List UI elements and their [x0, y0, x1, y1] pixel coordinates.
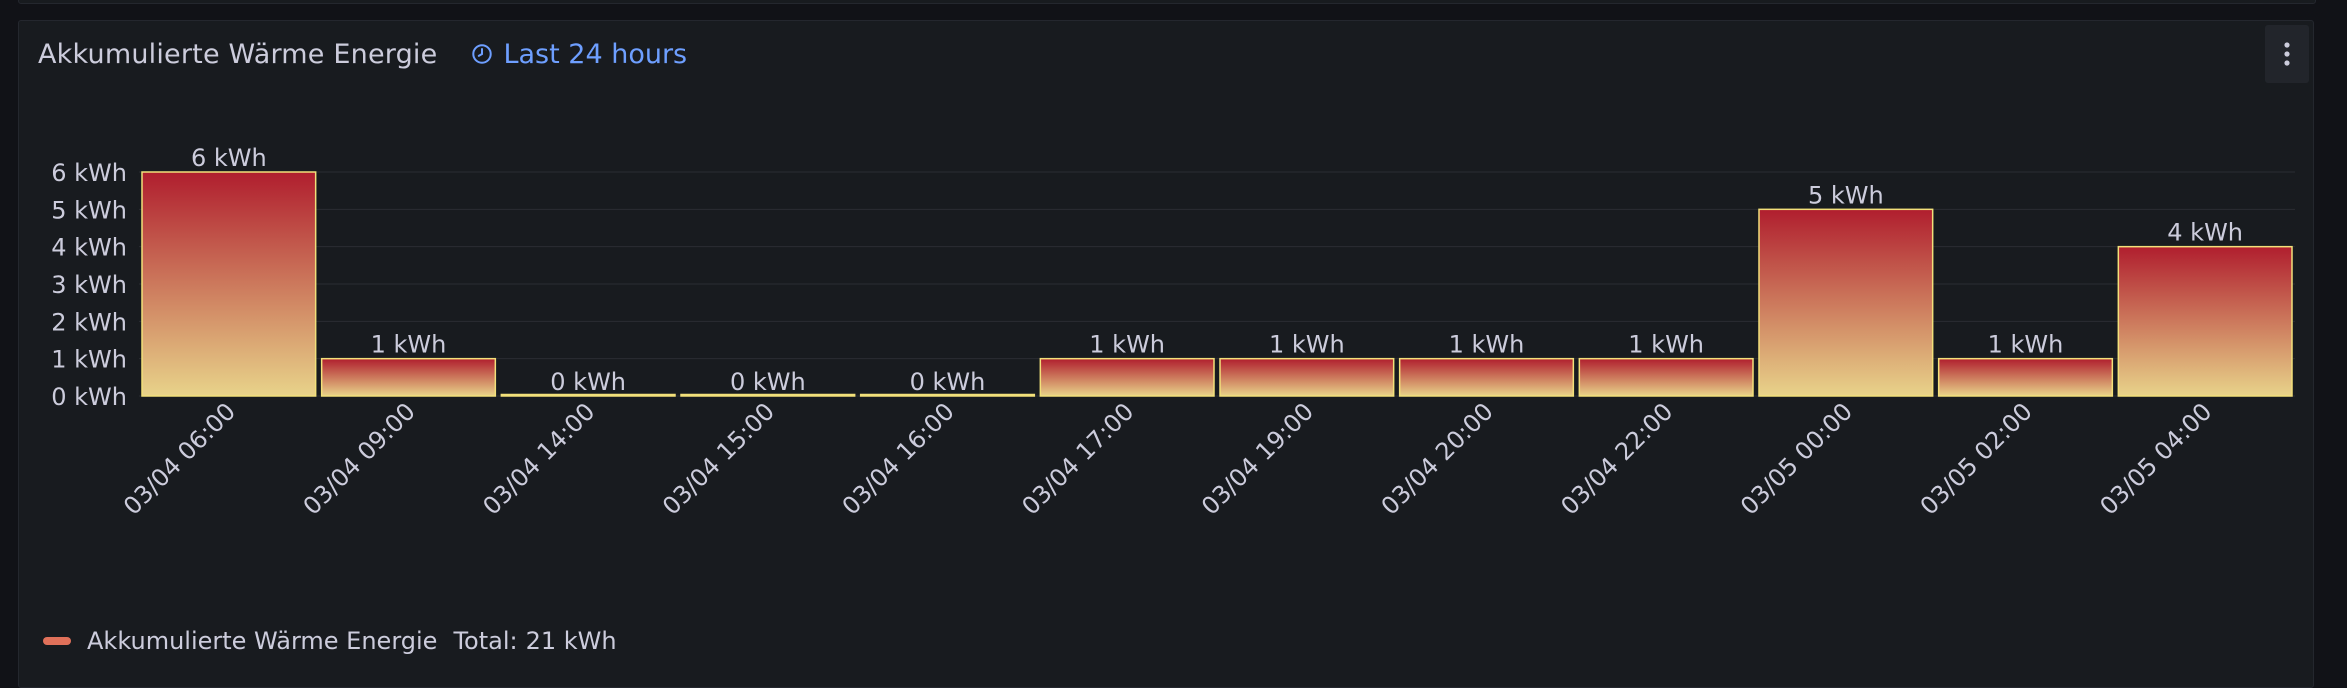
x-tick-label: 03/04 16:00 [837, 397, 960, 520]
bar-value-label: 1 kWh [1628, 331, 1704, 359]
bar-value-label: 4 kWh [2167, 219, 2243, 247]
bar [500, 393, 676, 397]
bar [1039, 357, 1215, 397]
bar-value-label: 0 kWh [730, 368, 806, 396]
panel-header: Akkumulierte Wärme Energie Last 24 hours [19, 21, 2313, 87]
bar [320, 357, 497, 397]
bar-value-label: 1 kWh [1449, 331, 1525, 359]
legend-series-name: Akkumulierte Wärme Energie [87, 627, 438, 655]
kebab-menu-icon [2284, 42, 2290, 66]
x-axis: 03/04 06:00 03/04 09:00 03/04 14:00 03/04 1… [118, 397, 2217, 520]
bar [859, 393, 1036, 397]
bar [141, 171, 317, 397]
time-range-label: Last 24 hours [503, 38, 688, 70]
bar-value-label: 5 kWh [1808, 181, 1884, 209]
bar-value-label: 0 kWh [910, 368, 986, 396]
bar-chart: 0 kWh 1 kWh 2 kWh 3 kWh 4 kWh 5 kWh 6 kWh 6 kW… [51, 144, 2295, 520]
grid-lines [139, 171, 2295, 397]
legend-swatch [43, 637, 71, 645]
previous-panel-edge [18, 0, 2316, 4]
legend-total-label: Total: [453, 627, 518, 655]
bars [141, 171, 2293, 397]
y-tick-label: 3 kWh [51, 271, 127, 299]
x-tick-label: 03/04 14:00 [477, 397, 600, 520]
bar [1937, 357, 2114, 397]
y-axis: 0 kWh 1 kWh 2 kWh 3 kWh 4 kWh 5 kWh 6 kWh [51, 159, 127, 411]
panel-title[interactable]: Akkumulierte Wärme Energie [38, 38, 438, 70]
y-tick-label: 5 kWh [51, 196, 127, 224]
panel-menu-button[interactable] [2265, 25, 2309, 83]
y-tick-label: 4 kWh [51, 234, 127, 262]
x-tick-label: 03/04 09:00 [298, 397, 421, 520]
x-tick-label: 03/05 00:00 [1735, 397, 1858, 520]
bar-value-label: 0 kWh [550, 368, 626, 396]
bar-value-label: 6 kWh [191, 144, 267, 172]
value-labels: 6 kWh 1 kWh 0 kWh 0 kWh 0 kWh 1 kWh 1 kWh 1 kWh… [191, 144, 2243, 396]
bar [1578, 357, 1754, 397]
bar [1398, 357, 1575, 397]
bar [1758, 208, 1934, 397]
x-tick-label: 03/05 04:00 [2094, 397, 2217, 520]
legend[interactable]: Akkumulierte Wärme Energie Total: 21 kWh [43, 627, 617, 655]
bar-value-label: 1 kWh [1988, 331, 2064, 359]
bar [2117, 245, 2293, 397]
y-tick-label: 1 kWh [51, 346, 127, 374]
y-tick-label: 2 kWh [51, 308, 127, 336]
legend-total-value: 21 kWh [525, 627, 617, 655]
x-tick-label: 03/04 22:00 [1555, 397, 1678, 520]
x-tick-label: 03/05 02:00 [1915, 397, 2038, 520]
x-tick-label: 03/04 06:00 [118, 397, 241, 520]
x-tick-label: 03/04 17:00 [1016, 397, 1139, 520]
y-tick-label: 0 kWh [51, 383, 127, 411]
y-tick-label: 6 kWh [51, 159, 127, 187]
bar-value-label: 1 kWh [1269, 331, 1345, 359]
bar [680, 393, 856, 397]
time-range-info[interactable]: Last 24 hours [471, 39, 687, 70]
bar-value-label: 1 kWh [371, 331, 447, 359]
bar-value-label: 1 kWh [1089, 331, 1165, 359]
clock-icon [472, 44, 493, 64]
x-tick-label: 03/04 20:00 [1376, 397, 1499, 520]
x-tick-label: 03/04 15:00 [657, 397, 780, 520]
x-tick-label: 03/04 19:00 [1196, 397, 1319, 520]
bar [1219, 357, 1395, 397]
bar-chart-panel: Akkumulierte Wärme Energie Last 24 hours… [18, 20, 2314, 688]
